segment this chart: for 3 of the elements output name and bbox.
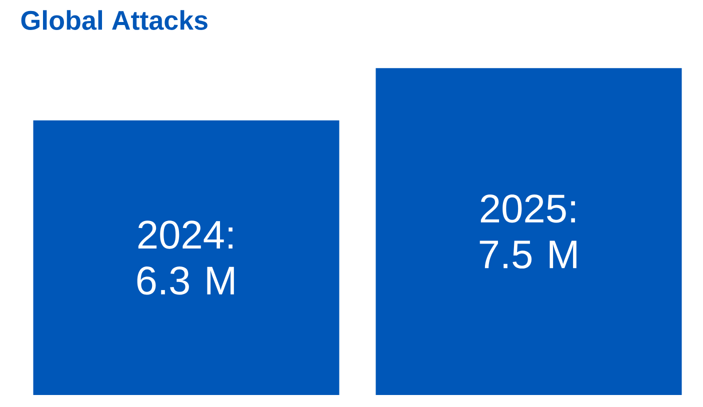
chart-title: Global Attacks: [21, 10, 208, 30]
data-label: 2024: 6.3 M: [137, 220, 234, 295]
data-label: 2025: 7.5 M: [480, 194, 576, 269]
